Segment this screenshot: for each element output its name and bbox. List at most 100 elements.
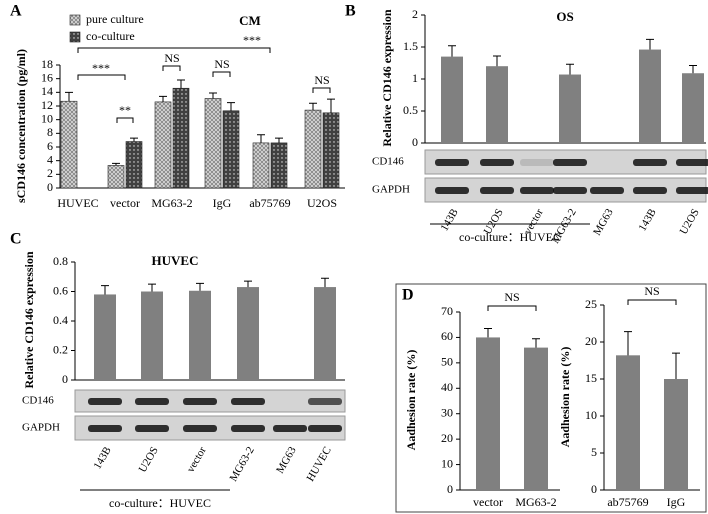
x-tick-label: U2OS bbox=[678, 207, 702, 237]
y-tick-label: 14 bbox=[41, 84, 53, 98]
y-tick-label: 10 bbox=[585, 408, 597, 422]
y-tick-label: 0.8 bbox=[53, 254, 68, 268]
x-tick-label: vector bbox=[185, 444, 209, 474]
legend-swatch bbox=[69, 14, 81, 26]
blot-band bbox=[480, 159, 514, 166]
x-tick-label: vector bbox=[110, 196, 140, 210]
y-tick-label: 8 bbox=[47, 125, 53, 139]
y-axis-label: Relative CD146 expression bbox=[380, 9, 394, 146]
y-tick-label: 40 bbox=[441, 380, 453, 394]
y-tick-label: 10 bbox=[441, 456, 453, 470]
x-tick-label: HUVEC bbox=[304, 445, 333, 484]
x-tick-label: 143B bbox=[636, 207, 658, 234]
significance-bracket bbox=[627, 299, 677, 305]
x-tick-label: HUVEC bbox=[57, 196, 98, 210]
y-tick-label: 1 bbox=[412, 71, 418, 85]
error-bar bbox=[448, 45, 456, 57]
y-tick-label: 4 bbox=[47, 152, 53, 166]
error-bar bbox=[566, 63, 574, 75]
error-bar bbox=[646, 38, 654, 50]
x-tick-label: MG63-2 bbox=[151, 196, 192, 210]
significance-label: ** bbox=[119, 103, 131, 117]
x-tick-label: 143B bbox=[438, 207, 460, 234]
blot-label: GAPDH bbox=[22, 422, 60, 434]
blot-band bbox=[676, 187, 708, 194]
y-tick-label: 0 bbox=[47, 180, 53, 194]
significance-label: *** bbox=[243, 33, 261, 47]
error-bar bbox=[275, 137, 283, 143]
error-bar bbox=[244, 280, 252, 288]
blot-band bbox=[135, 398, 169, 405]
error-bar bbox=[101, 285, 109, 295]
significance-bracket bbox=[77, 47, 271, 53]
x-tick-label: ab75769 bbox=[607, 495, 648, 509]
bar bbox=[94, 294, 116, 380]
x-tick-label: 143B bbox=[91, 445, 113, 472]
blot-band bbox=[553, 159, 587, 166]
blot-band bbox=[590, 187, 624, 194]
y-tick-label: 1.5 bbox=[403, 39, 418, 53]
blot-band bbox=[231, 425, 265, 432]
panel-d-frame bbox=[395, 283, 707, 513]
error-bar bbox=[209, 92, 217, 99]
blot-band bbox=[88, 398, 122, 405]
bar bbox=[154, 101, 172, 189]
error-bar bbox=[177, 79, 185, 89]
blot-band bbox=[88, 425, 122, 432]
y-tick-label: 15 bbox=[585, 371, 597, 385]
blot-band bbox=[520, 159, 554, 166]
bar bbox=[486, 66, 508, 143]
blot-band bbox=[273, 425, 307, 432]
significance-label: *** bbox=[92, 61, 110, 75]
error-bar bbox=[65, 91, 73, 102]
significance-bracket bbox=[312, 87, 331, 93]
blot-label: CD146 bbox=[22, 395, 54, 407]
panel-letter: D bbox=[402, 287, 414, 304]
blot-band bbox=[480, 187, 514, 194]
significance-label: NS bbox=[504, 290, 519, 304]
significance-label: NS bbox=[644, 284, 659, 298]
blot-band bbox=[308, 425, 342, 432]
x-tick-label: U2OS bbox=[137, 445, 161, 475]
group-label: co-culture：HUVEC bbox=[109, 496, 211, 510]
y-tick-label: 18 bbox=[41, 57, 53, 71]
x-tick-label: U2OS bbox=[307, 196, 337, 210]
significance-label: NS bbox=[164, 51, 179, 65]
chart-title: HUVEC bbox=[152, 253, 199, 268]
y-tick-label: 5 bbox=[591, 445, 597, 459]
blot-band bbox=[308, 398, 342, 405]
y-tick-label: 30 bbox=[441, 405, 453, 419]
bar bbox=[476, 337, 500, 490]
y-tick-label: 50 bbox=[441, 355, 453, 369]
bar bbox=[107, 165, 125, 189]
blot-band bbox=[183, 398, 217, 405]
significance-bracket bbox=[77, 74, 126, 80]
error-bar bbox=[227, 102, 235, 111]
x-tick-label: ab75769 bbox=[249, 196, 290, 210]
x-tick-label: MG63-2 bbox=[227, 445, 256, 484]
blot-label: CD146 bbox=[372, 156, 404, 168]
y-tick-label: 6 bbox=[47, 139, 53, 153]
x-tick-label: MG63 bbox=[591, 206, 616, 237]
y-tick-label: 60 bbox=[441, 329, 453, 343]
bar bbox=[682, 73, 704, 143]
legend-label: pure culture bbox=[86, 12, 144, 26]
significance-bracket bbox=[487, 305, 537, 311]
y-tick-label: 0 bbox=[591, 482, 597, 496]
error-bar bbox=[309, 102, 317, 111]
error-bar bbox=[689, 65, 697, 74]
chart-title: OS bbox=[556, 9, 573, 24]
error-bar bbox=[112, 162, 120, 166]
bar bbox=[270, 142, 288, 189]
bar bbox=[204, 98, 222, 189]
bar bbox=[441, 56, 463, 143]
panel-letter: A bbox=[10, 3, 22, 20]
error-bar bbox=[532, 338, 540, 348]
y-tick-label: 0.2 bbox=[53, 342, 68, 356]
y-axis-label: Aadhesion rate (%) bbox=[404, 350, 418, 451]
blot-band bbox=[633, 159, 667, 166]
bar bbox=[189, 290, 211, 380]
bar bbox=[304, 109, 322, 189]
y-tick-label: 0 bbox=[412, 135, 418, 149]
y-tick-label: 0.5 bbox=[403, 103, 418, 117]
